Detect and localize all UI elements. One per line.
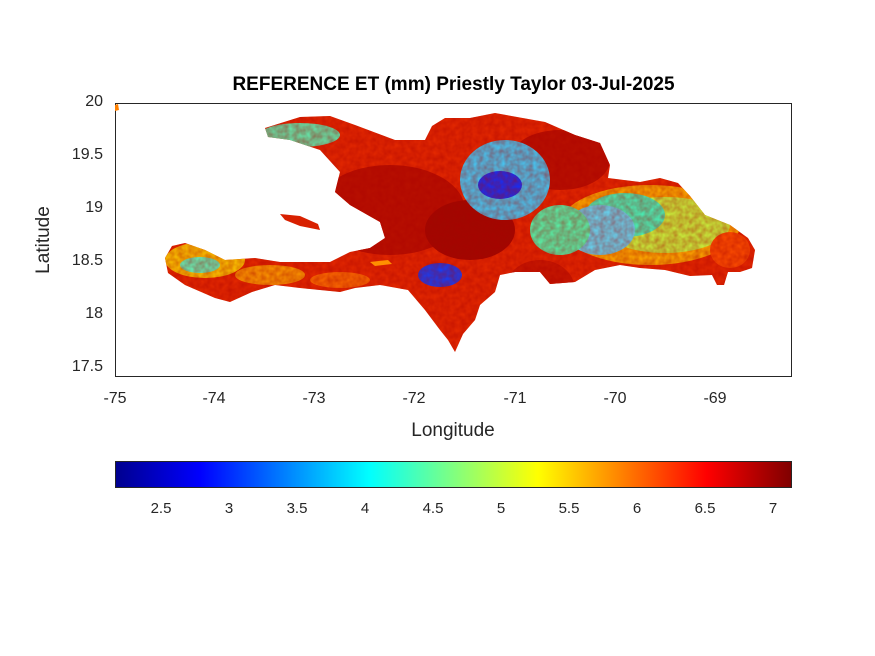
colorbar-tick: 6 xyxy=(632,500,642,517)
colorbar-tick: 6.5 xyxy=(694,500,716,517)
ytick-label: 19.5 xyxy=(71,146,103,163)
colorbar-tick: 4 xyxy=(360,500,370,517)
ytick-label: 19 xyxy=(85,199,103,216)
colorbar-tick: 5 xyxy=(496,500,506,517)
xtick-label: -71 xyxy=(503,390,527,407)
xtick-label: -73 xyxy=(302,390,326,407)
colorbar-tick: 3 xyxy=(224,500,234,517)
colorbar-tick: 3.5 xyxy=(286,500,308,517)
xtick-label: -70 xyxy=(603,390,627,407)
x-axis-label: Longitude xyxy=(411,420,495,441)
xtick-label: -69 xyxy=(703,390,727,407)
chart-title: REFERENCE ET (mm) Priestly Taylor 03-Jul… xyxy=(232,74,675,95)
island-heatmap xyxy=(165,113,755,352)
ytick-label: 18 xyxy=(85,305,103,322)
gonave-island xyxy=(280,214,320,230)
y-axis-label: Latitude xyxy=(33,206,54,274)
colorbar-tick: 2.5 xyxy=(150,500,172,517)
ytick-label: 20 xyxy=(85,93,103,110)
ytick-label: 18.5 xyxy=(71,252,103,269)
colorbar-tick: 4.5 xyxy=(422,500,444,517)
xtick-label: -72 xyxy=(402,390,426,407)
ytick-label: 17.5 xyxy=(71,358,103,375)
colorbar xyxy=(115,461,792,488)
xtick-label: -74 xyxy=(202,390,226,407)
xtick-label: -75 xyxy=(103,390,127,407)
small-island xyxy=(370,260,392,266)
colorbar-tick: 7 xyxy=(768,500,778,517)
colorbar-tick: 5.5 xyxy=(558,500,580,517)
corner-island xyxy=(115,104,119,111)
